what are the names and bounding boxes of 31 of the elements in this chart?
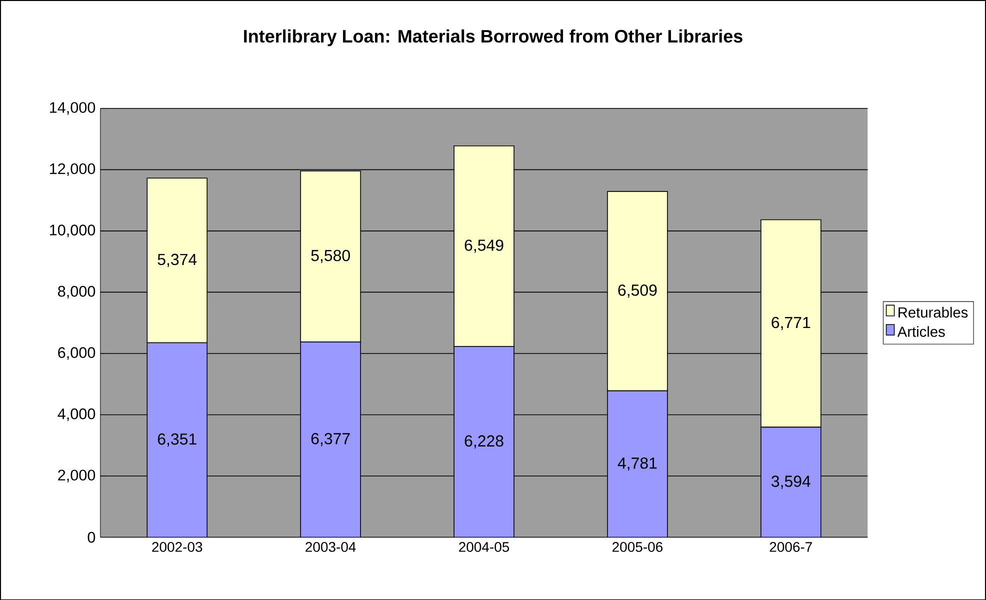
y-tick-label: 2,000	[58, 470, 96, 482]
bar	[146, 342, 208, 538]
data-label: 6,377	[311, 432, 350, 446]
bar	[607, 390, 668, 538]
y-tick-label: 12,000	[50, 163, 96, 176]
data-label: 6,351	[158, 433, 196, 446]
chart-title: Interlibrary Loan: Materials Borrowed from Other Libraries	[244, 29, 742, 46]
x-tick-label: 2004-05	[459, 542, 510, 552]
legend-label: Returables	[898, 306, 968, 318]
data-label: 6,549	[464, 239, 504, 253]
x-tick-label: 2002-03	[152, 542, 202, 552]
data-label: 6,509	[618, 284, 657, 298]
y-tick-label: 8,000	[58, 286, 96, 298]
y-tick-label: 14,000	[50, 102, 96, 115]
data-label: 6,228	[464, 435, 504, 448]
y-tick-label: 0	[88, 532, 96, 543]
data-label: 6,771	[772, 316, 810, 330]
bar	[760, 426, 822, 538]
legend-label: Articles	[897, 326, 945, 337]
data-label: 5,580	[311, 250, 350, 263]
data-label: 4,781	[618, 457, 657, 470]
y-tick-label: 4,000	[58, 408, 96, 421]
data-label: 5,374	[158, 254, 197, 267]
data-label: 3,594	[772, 475, 810, 489]
bar	[454, 346, 514, 538]
bar	[300, 341, 361, 538]
x-tick-label: 2006-7	[770, 542, 812, 552]
x-tick-label: 2003-04	[306, 542, 356, 552]
y-tick-label: 6,000	[58, 346, 96, 360]
x-tick-label: 2005-06	[612, 542, 662, 552]
y-tick-label: 10,000	[50, 224, 96, 238]
